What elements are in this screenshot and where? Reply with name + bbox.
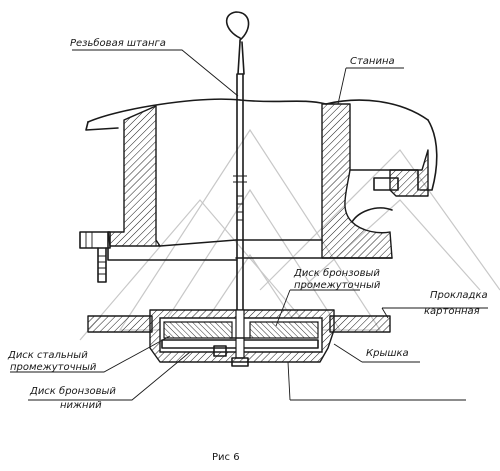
threaded-rod xyxy=(225,11,250,347)
label-frame: Станина xyxy=(350,56,395,67)
label-threaded-rod: Резьбовая штанга xyxy=(70,38,166,49)
label-bronze-lower-line2: нижний xyxy=(60,400,102,411)
label-bronze-lower-line1: Диск бронзовый xyxy=(30,386,116,397)
side-bolt xyxy=(79,231,111,283)
label-cover: Крышка xyxy=(366,348,409,359)
figure-caption: Рис 6 xyxy=(212,452,240,463)
label-bronze-intermediate-line2: промежуточный xyxy=(294,280,381,291)
frame-body xyxy=(85,98,438,261)
leader-lines xyxy=(10,49,488,401)
label-gasket-line1: Прокладка xyxy=(430,290,488,301)
label-gasket-line2: картонная xyxy=(424,306,480,317)
label-steel-disc-line1: Диск стальный xyxy=(8,350,88,361)
cover-assembly xyxy=(87,309,391,367)
label-steel-disc-line2: промежуточный xyxy=(10,362,97,373)
label-bronze-intermediate-line1: Диск бронзовый xyxy=(294,268,380,279)
